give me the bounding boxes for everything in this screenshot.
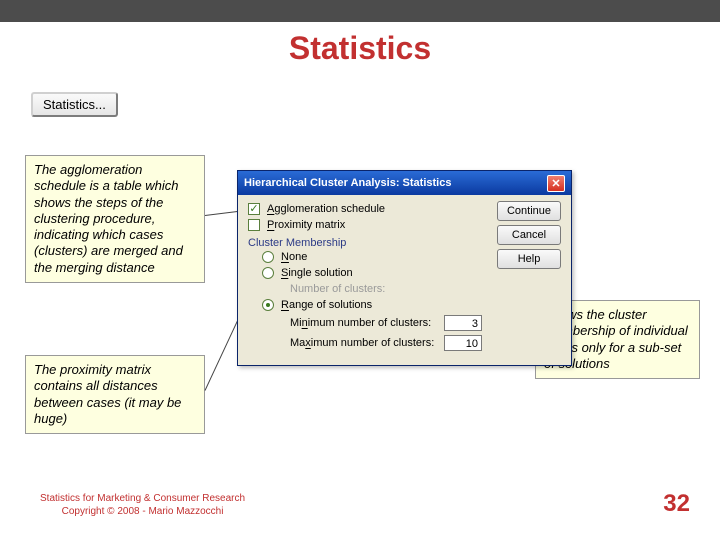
field-max-clusters: Maximum number of clusters: 10 bbox=[262, 335, 482, 351]
max-clusters-input[interactable]: 10 bbox=[444, 335, 482, 351]
footer-line2: Copyright © 2008 - Mario Mazzocchi bbox=[40, 505, 245, 518]
checkbox-label: Proximity matrix bbox=[267, 219, 345, 231]
dialog-button-column: Continue Cancel Help bbox=[497, 201, 561, 269]
label-min-clusters: Minimum number of clusters: bbox=[290, 317, 431, 329]
radio-range[interactable]: Range of solutions bbox=[262, 299, 561, 311]
radio-label: None bbox=[281, 251, 307, 263]
checkbox-icon bbox=[248, 203, 260, 215]
min-clusters-input[interactable]: 3 bbox=[444, 315, 482, 331]
radio-icon bbox=[262, 251, 274, 263]
dialog-titlebar: Hierarchical Cluster Analysis: Statistic… bbox=[238, 171, 571, 195]
slide-title: Statistics bbox=[0, 30, 720, 67]
label-num-clusters: Number of clusters: bbox=[290, 283, 385, 295]
continue-button[interactable]: Continue bbox=[497, 201, 561, 221]
radio-label: Single solution bbox=[281, 267, 353, 279]
close-icon[interactable]: ✕ bbox=[547, 175, 565, 192]
dialog-title: Hierarchical Cluster Analysis: Statistic… bbox=[244, 177, 451, 189]
top-bar bbox=[0, 0, 720, 22]
field-min-clusters: Minimum number of clusters: 3 bbox=[262, 315, 482, 331]
field-num-clusters: Number of clusters: bbox=[262, 283, 561, 295]
radio-label: Range of solutions bbox=[281, 299, 372, 311]
annotation-proximity: The proximity matrix contains all distan… bbox=[25, 355, 205, 434]
statistics-button[interactable]: Statistics... bbox=[31, 92, 118, 117]
annotation-agglomeration: The agglomeration schedule is a table wh… bbox=[25, 155, 205, 283]
label-max-clusters: Maximum number of clusters: bbox=[290, 337, 434, 349]
cancel-button[interactable]: Cancel bbox=[497, 225, 561, 245]
checkbox-label: Agglomeration schedule bbox=[267, 203, 385, 215]
footer-line1: Statistics for Marketing & Consumer Rese… bbox=[40, 492, 245, 505]
footer-text: Statistics for Marketing & Consumer Rese… bbox=[40, 492, 245, 518]
checkbox-icon bbox=[248, 219, 260, 231]
help-button[interactable]: Help bbox=[497, 249, 561, 269]
radio-icon bbox=[262, 299, 274, 311]
page-number: 32 bbox=[663, 490, 690, 518]
hca-statistics-dialog: Hierarchical Cluster Analysis: Statistic… bbox=[237, 170, 572, 366]
radio-icon bbox=[262, 267, 274, 279]
arrow-prox bbox=[205, 313, 242, 390]
